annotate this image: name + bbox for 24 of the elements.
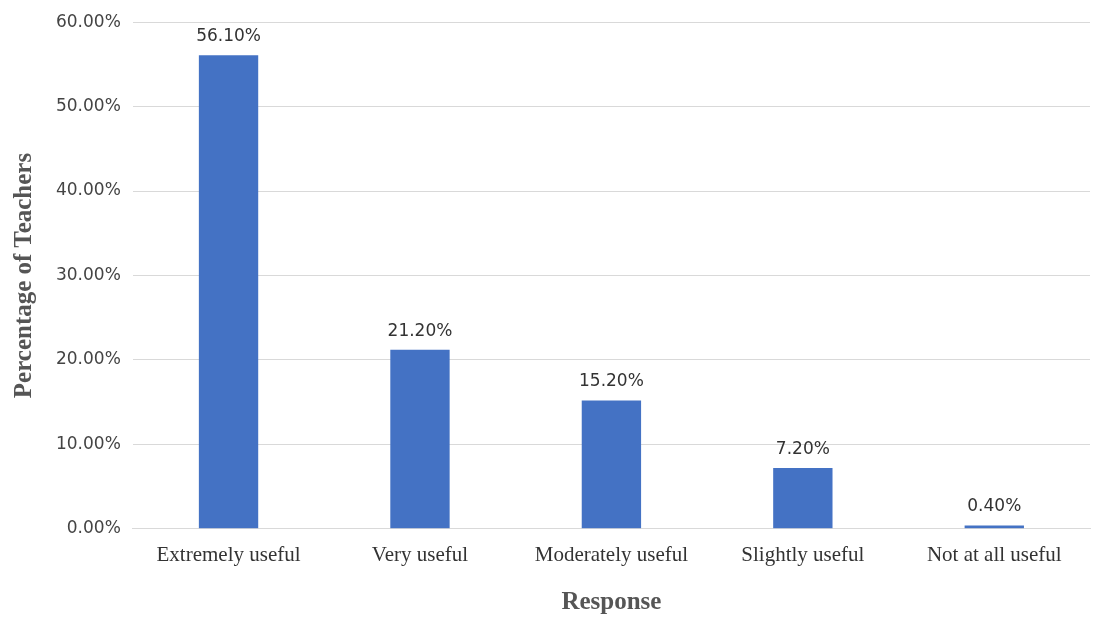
bar: [198, 55, 259, 529]
x-tick-label: Slightly useful: [741, 541, 865, 566]
y-tick-label: 30.00%: [55, 263, 121, 284]
data-label: 0.40%: [967, 495, 1022, 516]
bar: [964, 525, 1024, 529]
x-tick-label: Very useful: [371, 541, 469, 566]
x-tick-label: Extremely useful: [156, 541, 301, 566]
y-tick-label: 10.00%: [55, 432, 121, 453]
y-tick-label: 20.00%: [55, 348, 121, 369]
data-label: 15.20%: [579, 370, 644, 391]
y-tick-label: 50.00%: [55, 95, 121, 116]
x-tick-label: Moderately useful: [534, 541, 689, 566]
bar: [773, 468, 833, 529]
data-label: 21.20%: [387, 319, 453, 340]
x-tick-label: Not at all useful: [926, 541, 1062, 566]
bar: [581, 400, 642, 529]
y-axis-title: Percentage of Teachers: [9, 152, 37, 399]
y-tick-label: 60.00%: [55, 10, 121, 31]
y-tick-label: 0.00%: [66, 517, 121, 538]
data-label: 7.20%: [775, 437, 830, 458]
bar: [390, 349, 450, 529]
x-axis-title: Response: [561, 587, 662, 615]
data-label: 56.10%: [196, 25, 261, 46]
y-tick-label: 40.00%: [55, 179, 121, 200]
